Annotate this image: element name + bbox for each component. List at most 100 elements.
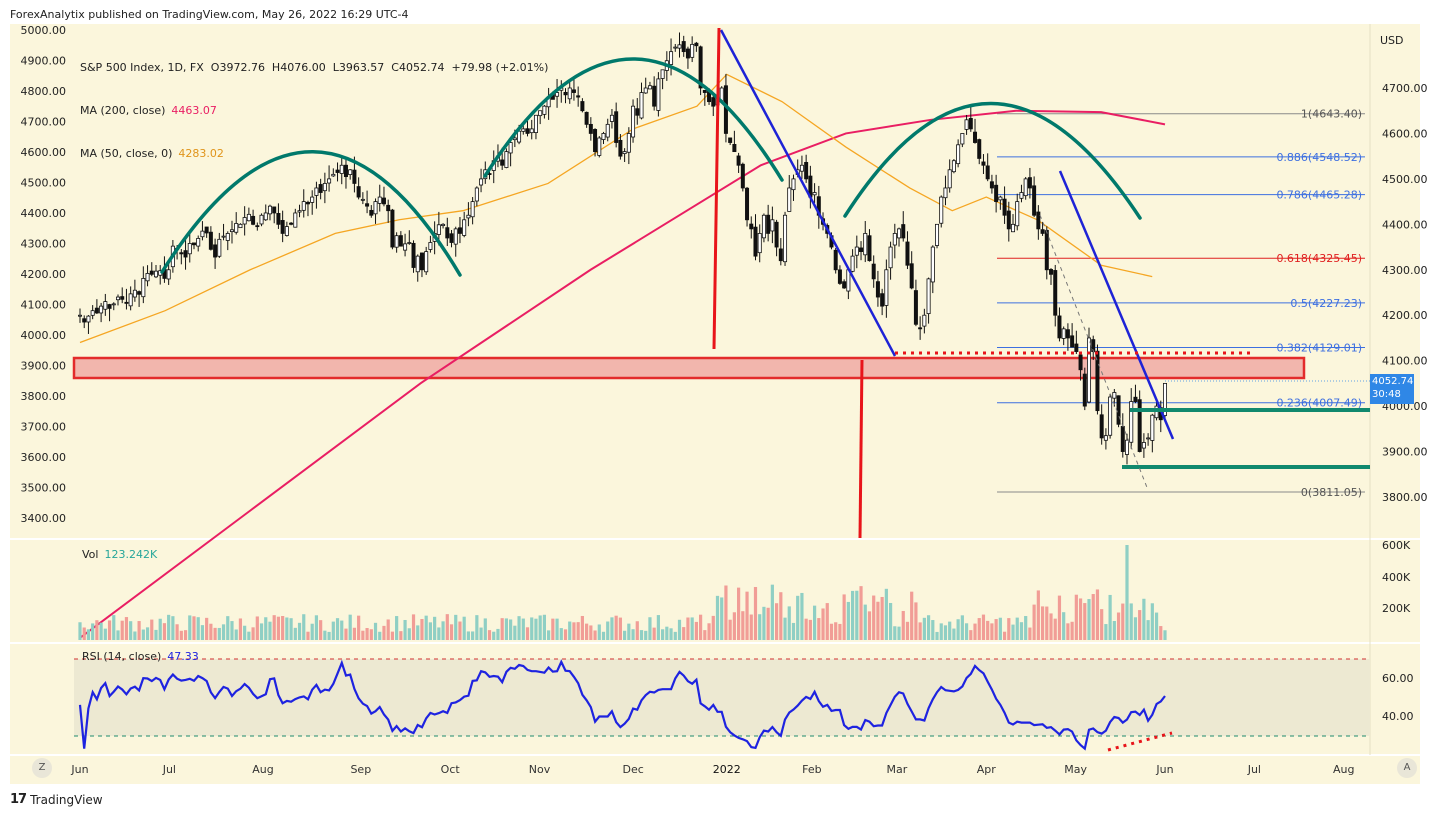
volume-axis-tick: 400K (1382, 571, 1411, 584)
candle-body (474, 187, 479, 202)
candle-body (500, 159, 505, 166)
volume-bar (441, 621, 445, 640)
volume-bar (424, 615, 428, 640)
volume-bar (487, 630, 492, 640)
ma200-line (79, 109, 1166, 639)
projection-dashed-line (1039, 214, 1149, 491)
candle-body (981, 161, 986, 166)
volume-bar (707, 623, 711, 640)
volume-legend: Vol 123.242K (82, 548, 157, 561)
volume-bar (863, 604, 867, 640)
candle-body (1057, 315, 1062, 339)
candle-body (867, 235, 872, 262)
volume-bar (986, 620, 990, 640)
candle-body (1112, 392, 1117, 399)
volume-bar (243, 625, 247, 640)
pattern-arc (160, 150, 462, 277)
candle-body (1163, 382, 1168, 416)
volume-bar (568, 621, 572, 640)
red-vertical-line-2 (858, 359, 864, 539)
left-axis-tick: 3700.00 (21, 421, 67, 434)
candle-body (626, 133, 631, 153)
volume-bar (158, 618, 162, 640)
candle-body (985, 165, 990, 180)
volume-bar (1142, 598, 1146, 640)
volume-bar (542, 614, 546, 640)
volume-bar (390, 631, 395, 640)
time-axis-tick: 2022 (713, 763, 741, 776)
auto-scale-right-button[interactable]: A (1397, 758, 1417, 778)
volume-bar (217, 627, 221, 640)
volume-bar (964, 623, 969, 640)
candle-body (888, 246, 893, 269)
candle-body (998, 196, 1003, 201)
time-axis-tick: Dec (622, 763, 643, 776)
candle-body (935, 223, 940, 246)
volume-bar (112, 615, 116, 640)
volume-bar (247, 631, 251, 640)
candle-body (521, 128, 526, 132)
left-axis-tick: 4100.00 (21, 299, 67, 312)
candle-body (918, 327, 923, 330)
candle-body (415, 255, 420, 273)
volume-bar (888, 602, 893, 640)
volume-bar (171, 616, 175, 640)
volume-bar (1163, 630, 1167, 640)
volume-bar (475, 615, 479, 640)
volume-bar (859, 586, 863, 640)
volume-bar (926, 615, 931, 640)
candle-body (512, 137, 517, 141)
volume-bar (559, 628, 563, 640)
auto-scale-left-button[interactable]: Z (32, 758, 52, 778)
volume-bar (454, 614, 458, 640)
candle-body (386, 204, 391, 212)
volume-bar (230, 621, 234, 640)
volume-bar (1028, 627, 1032, 640)
volume-bar (673, 631, 677, 640)
volume-bar (1040, 606, 1045, 640)
volume-bar (998, 617, 1002, 640)
volume-bar (500, 618, 504, 640)
volume-bar (145, 627, 150, 640)
volume-bar (323, 630, 327, 640)
candle-body (694, 42, 699, 47)
candle-body (1103, 435, 1108, 441)
candle-body (774, 221, 779, 248)
candle-body (656, 78, 661, 111)
candle-body (584, 111, 589, 125)
volume-bar (99, 622, 103, 640)
publisher-header: ForexAnalytix published on TradingView.c… (10, 8, 409, 21)
volume-bar (551, 618, 555, 640)
volume-bar (800, 592, 804, 640)
volume-bar (644, 630, 648, 640)
candle-body (791, 178, 796, 191)
candle-body (462, 219, 467, 236)
volume-bar (910, 591, 914, 640)
candle-body (272, 206, 277, 214)
volume-bar (812, 605, 817, 640)
volume-bar (834, 622, 838, 640)
price-legend: S&P 500 Index, 1D, FX O3972.76 H4076.00 … (80, 35, 548, 173)
candle-body (403, 243, 408, 251)
volume-bar (939, 623, 943, 640)
candle-body (947, 169, 952, 189)
volume-bar (665, 626, 669, 640)
candle-body (1006, 210, 1011, 230)
candle-body (1125, 439, 1130, 455)
volume-bar (310, 623, 314, 640)
volume-bar (1036, 590, 1040, 640)
fib-level-label: 1(4643.40) (1301, 108, 1362, 121)
left-axis-tick: 4300.00 (21, 238, 67, 251)
candle-body (449, 233, 454, 243)
volume-bar (1095, 589, 1100, 640)
candle-body (137, 291, 142, 295)
volume-bar (150, 619, 154, 640)
candle-body (466, 214, 471, 219)
candle-body (225, 233, 230, 241)
candle-body (120, 296, 125, 300)
candle-body (930, 246, 935, 283)
volume-bar (724, 585, 728, 640)
left-axis-tick: 3400.00 (21, 512, 67, 525)
volume-bar (1070, 621, 1074, 640)
